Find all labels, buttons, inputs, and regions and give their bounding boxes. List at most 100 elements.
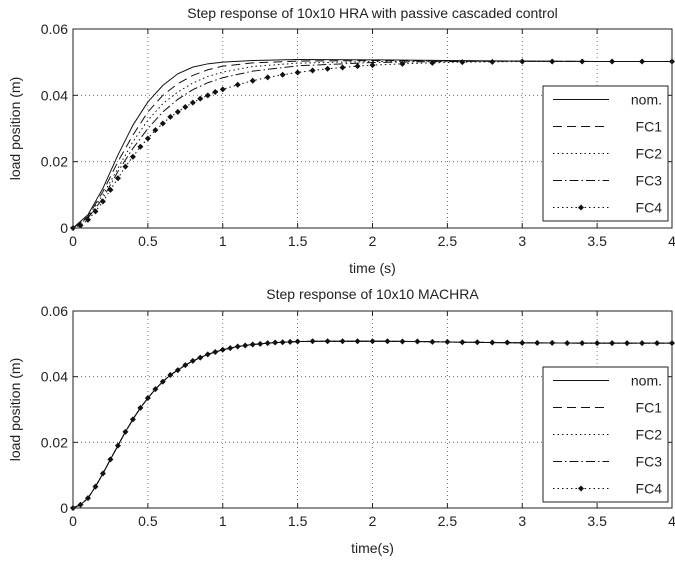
series-marker	[114, 442, 121, 449]
series-marker	[84, 216, 91, 223]
series-marker	[594, 340, 601, 347]
legend-box	[542, 366, 669, 503]
series-marker	[227, 345, 234, 352]
series-marker	[272, 339, 279, 346]
x-tick-label: 0	[69, 233, 77, 249]
series-marker	[84, 495, 91, 502]
chart-machra-step-response: 0 0.5 1 1.5 2 2.5 3 3.5 4 0 0.02 0.04 0.06 Step respo…	[7, 286, 675, 556]
series-marker	[159, 378, 166, 385]
series-marker	[279, 71, 286, 78]
series-marker	[129, 153, 136, 160]
series-marker	[579, 58, 586, 65]
series-marker	[579, 340, 586, 347]
series-marker	[444, 338, 451, 345]
series-marker	[309, 67, 316, 74]
series-marker	[294, 338, 301, 345]
series-marker	[137, 404, 144, 411]
series-marker	[219, 346, 226, 353]
series-marker	[264, 340, 271, 347]
series-marker	[609, 340, 616, 347]
series-marker	[182, 362, 189, 369]
y-tick-label: 0	[60, 220, 68, 236]
legend-label: FC1	[636, 400, 663, 416]
series-marker	[624, 340, 631, 347]
series-marker	[92, 208, 99, 215]
x-tick-label: 3.5	[587, 233, 607, 249]
series-marker	[92, 483, 99, 490]
series-marker	[242, 342, 249, 349]
series-line-fc1	[72, 60, 672, 229]
series-marker	[399, 60, 406, 67]
series-marker	[197, 95, 204, 102]
series-marker	[189, 99, 196, 106]
series-marker	[474, 339, 481, 346]
x-tick-label: 1.5	[288, 513, 308, 529]
series-marker	[137, 143, 144, 150]
series-marker	[654, 340, 661, 347]
series-marker	[182, 103, 189, 110]
series-marker	[257, 340, 264, 347]
series-marker	[429, 59, 436, 66]
legend-marker	[578, 204, 584, 211]
series-marker	[99, 198, 106, 205]
legend-label: FC3	[636, 173, 663, 189]
legend-label: FC4	[636, 200, 663, 216]
series-marker	[414, 338, 421, 345]
series-marker	[339, 64, 346, 71]
x-tick-label: 3.5	[587, 513, 607, 529]
series-marker	[144, 395, 151, 402]
series-marker	[399, 338, 406, 345]
series-marker	[152, 386, 159, 393]
series-marker	[309, 338, 316, 345]
series-marker	[339, 338, 346, 345]
legend-marker	[578, 485, 584, 492]
legend-label: FC3	[636, 454, 663, 470]
series-marker	[204, 92, 211, 99]
series-marker	[279, 339, 286, 346]
series-marker	[324, 65, 331, 72]
legend-box	[542, 85, 669, 222]
series-marker	[129, 416, 136, 423]
series-marker	[369, 338, 376, 345]
y-tick-label: 0.06	[41, 21, 68, 37]
legend: nom. FC1 FC2 FC3 FC4	[542, 85, 669, 222]
series-marker	[122, 163, 129, 170]
series-marker	[519, 339, 526, 346]
series-marker	[174, 108, 181, 115]
x-axis-label: time (s)	[349, 260, 396, 276]
series-marker	[294, 69, 301, 76]
series-marker	[324, 338, 331, 345]
series-marker	[234, 343, 241, 350]
legend: nom. FC1 FC2 FC3 FC4	[542, 366, 669, 503]
x-tick-label: 2.5	[438, 513, 458, 529]
series-marker	[459, 59, 466, 66]
series-line-fc4	[72, 61, 672, 229]
x-tick-label: 4	[668, 233, 675, 249]
series-marker	[167, 372, 174, 379]
chart-title: Step response of 10x10 HRA with passive …	[187, 5, 557, 21]
series-marker	[564, 340, 571, 347]
series-marker	[354, 338, 361, 345]
series-line-fc2	[72, 60, 672, 229]
x-axis-label: time(s)	[351, 540, 394, 556]
x-tick-label: 1	[219, 233, 227, 249]
series-marker	[504, 339, 511, 346]
y-axis-label: load position (m)	[7, 77, 23, 181]
x-tick-label: 2.5	[438, 233, 458, 249]
series-marker	[354, 63, 361, 70]
x-tick-label: 0	[69, 513, 77, 529]
series-marker	[212, 89, 219, 96]
chart-hra-step-response: 0 0.5 1 1.5 2 2.5 3 3.5 4 0 0.02 0.04 0.06 Step respo…	[7, 5, 675, 276]
x-tick-label: 1	[219, 513, 227, 529]
series-marker	[369, 62, 376, 69]
series-marker	[639, 340, 646, 347]
chart-title: Step response of 10x10 MACHRA	[266, 286, 479, 302]
series-marker	[519, 58, 526, 65]
axes-box	[72, 28, 673, 229]
series-marker	[549, 58, 556, 65]
series-marker	[152, 127, 159, 134]
series-marker	[122, 428, 129, 435]
legend-label: nom.	[631, 373, 662, 389]
series-marker	[77, 222, 84, 229]
